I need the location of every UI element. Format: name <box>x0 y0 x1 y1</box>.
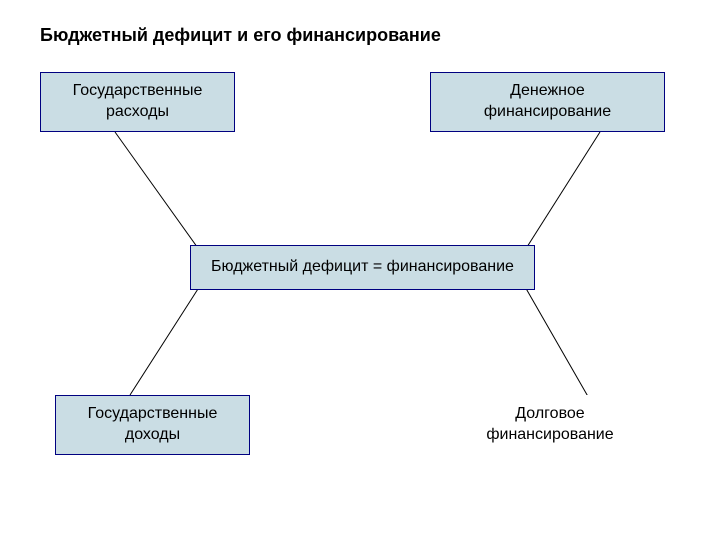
edge-bottom-right <box>520 278 590 400</box>
box-gov-revenue: Государственные доходы <box>55 395 250 455</box>
box-center-equation: Бюджетный дефицит = финансирование <box>190 245 535 290</box>
box-label: Государственные расходы <box>73 81 203 123</box>
box-money-financing: Денежное финансирование <box>430 72 665 132</box>
edge-top-right <box>520 132 600 258</box>
edge-bottom-left <box>130 278 205 395</box>
diagram-title: Бюджетный дефицит и его финансирование <box>40 25 441 46</box>
box-label: Денежное финансирование <box>484 81 611 123</box>
box-debt-financing: Долговое финансирование <box>445 395 655 455</box>
box-gov-expenditure: Государственные расходы <box>40 72 235 132</box>
box-label: Бюджетный дефицит = финансирование <box>211 257 514 278</box>
box-label: Государственные доходы <box>88 404 218 446</box>
edge-top-left <box>115 132 205 258</box>
box-label: Долговое финансирование <box>486 404 613 446</box>
